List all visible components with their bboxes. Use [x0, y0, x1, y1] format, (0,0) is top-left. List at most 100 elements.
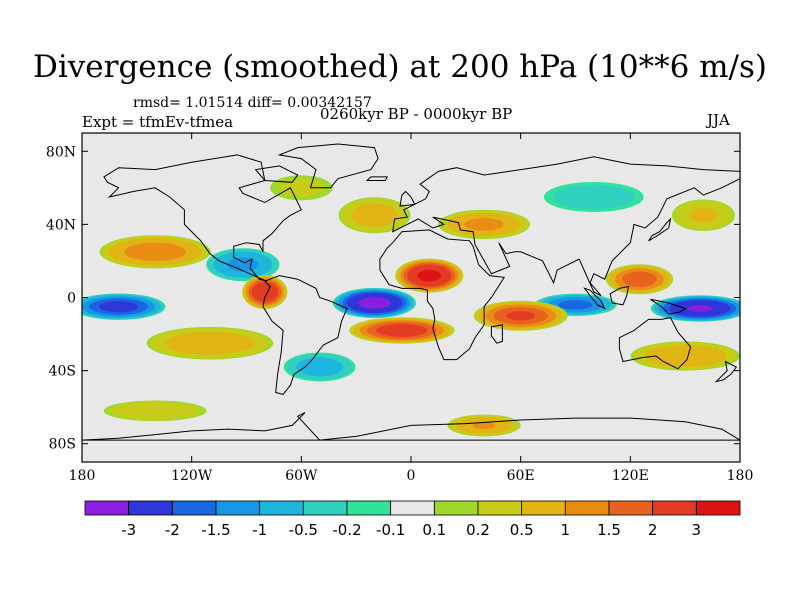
- anomaly-blob-13: [146, 326, 274, 360]
- x-tick-label: 180: [69, 468, 96, 484]
- contour-level: [376, 323, 428, 337]
- colorbar-label: -2: [165, 521, 180, 539]
- colorbar-box: [302, 500, 348, 516]
- coastline-iceland: [365, 176, 389, 181]
- colorbar-label: 2: [648, 521, 658, 539]
- colorbar-box: [259, 500, 304, 516]
- anomaly-blob-19: [103, 400, 207, 422]
- coastline-australia: [618, 317, 692, 370]
- anomaly-blob-15: [283, 352, 356, 382]
- anomaly-blob-10: [99, 235, 211, 269]
- colorbar-box: [695, 500, 741, 516]
- colorbar-box: [564, 500, 610, 516]
- rmsd-diff-stats: rmsd= 1.01514 diff= 0.00342157: [133, 95, 372, 111]
- contour-level: [296, 357, 344, 377]
- coastline-greenland: [277, 143, 379, 189]
- x-tick-label: 120W: [171, 468, 213, 484]
- coastline-new-zealand: [714, 360, 738, 383]
- anomaly-blob-7: [242, 275, 288, 310]
- coastline-britain: [399, 190, 416, 207]
- contour-level: [472, 421, 496, 429]
- coastline-japan: [648, 217, 672, 242]
- coastline-africa: [379, 229, 506, 361]
- colorbar-label: -0.5: [289, 521, 318, 539]
- coastline-borneo: [609, 285, 630, 306]
- contour-level: [227, 257, 259, 272]
- contour-level: [251, 282, 279, 303]
- contour-level: [553, 184, 635, 210]
- colorbar-label: -0.1: [376, 521, 405, 539]
- colorbar-label: -3: [121, 521, 136, 539]
- colorbar-box: [521, 500, 566, 516]
- x-tick-label: 180: [727, 468, 754, 484]
- colorbar-box: [433, 500, 479, 516]
- contour-level: [279, 178, 324, 197]
- contour-level: [689, 208, 718, 223]
- plot-title: Divergence (smoothed) at 200 hPa (10**6 …: [33, 49, 767, 85]
- contour-level: [124, 242, 186, 262]
- anomaly-blob-14: [630, 341, 740, 371]
- contour-level: [98, 301, 139, 313]
- colorbar-box: [652, 500, 697, 516]
- anomaly-blob-18: [447, 414, 521, 437]
- colorbar-box: [390, 500, 435, 516]
- anomaly-blob-1: [650, 295, 740, 322]
- colorbar-box: [128, 500, 173, 516]
- contour-level: [506, 311, 536, 321]
- colorbar: -3 -2 -1.5 -1 -0.5 -0.2 -0.1 0.1 0.2 0.5 1 1.5 2 3: [84, 500, 741, 539]
- colorbar-box: [346, 500, 392, 516]
- y-axis: 80N 40N 0 40S 80S: [46, 144, 740, 453]
- x-tick-label: 60W: [285, 468, 318, 484]
- coastline-antarctica: [82, 412, 740, 441]
- anomaly-blob-6: [349, 317, 455, 344]
- x-tick-label: 120E: [612, 468, 649, 484]
- anomaly-blob-11: [438, 209, 531, 240]
- anomaly-blob-12: [338, 197, 411, 234]
- experiment-label: Expt = tfmEv-tfmea: [82, 113, 234, 131]
- colorbar-label: 0.2: [466, 521, 490, 539]
- contour-level: [350, 203, 398, 228]
- anomaly-blob-9: [605, 264, 674, 295]
- x-tick-label: 0: [407, 468, 416, 484]
- coastlines: [82, 143, 740, 441]
- coastline-north-america: [103, 154, 302, 282]
- colorbar-box: [84, 500, 130, 516]
- anomaly-blob-16: [543, 181, 644, 212]
- y-tick-label: 40S: [49, 364, 76, 380]
- contour-level: [687, 305, 713, 312]
- anomaly-blob-4: [206, 248, 280, 282]
- y-tick-label: 40N: [46, 217, 76, 233]
- anomaly-blob-8: [473, 300, 568, 331]
- anomaly-blob-5: [395, 258, 464, 293]
- colorbar-label: -0.2: [332, 521, 361, 539]
- y-tick-label: 80S: [49, 437, 76, 453]
- colorbar-label: 3: [692, 521, 702, 539]
- coastline-baffin-island: [254, 165, 299, 183]
- coastline-madagascar: [490, 324, 503, 344]
- colorbar-box: [215, 500, 261, 516]
- colorbar-label: 1.5: [597, 521, 621, 539]
- contour-level: [558, 300, 593, 310]
- contour-level: [110, 401, 200, 420]
- season-label: JJA: [707, 111, 730, 129]
- coastline-south-america: [262, 275, 348, 395]
- contour-level: [358, 297, 391, 309]
- colorbar-label: 1: [561, 521, 571, 539]
- colorbar-box: [171, 500, 217, 516]
- y-tick-label: 80N: [46, 144, 76, 160]
- contour-level: [417, 269, 442, 282]
- coastline-sumatra: [583, 287, 606, 310]
- colorbar-label: -1.5: [201, 521, 230, 539]
- divergence-field: [82, 133, 740, 462]
- colorbar-box: [477, 500, 523, 516]
- period-label: 0260kyr BP - 0000kyr BP: [320, 105, 513, 123]
- coastline-new-guinea: [650, 298, 687, 315]
- colorbar-label: 0.5: [510, 521, 534, 539]
- colorbar-label: -1: [252, 521, 267, 539]
- contour-level: [644, 345, 726, 367]
- anomaly-blob-2: [82, 293, 166, 320]
- x-tick-label: 60E: [507, 468, 535, 484]
- y-tick-label: 0: [67, 291, 76, 307]
